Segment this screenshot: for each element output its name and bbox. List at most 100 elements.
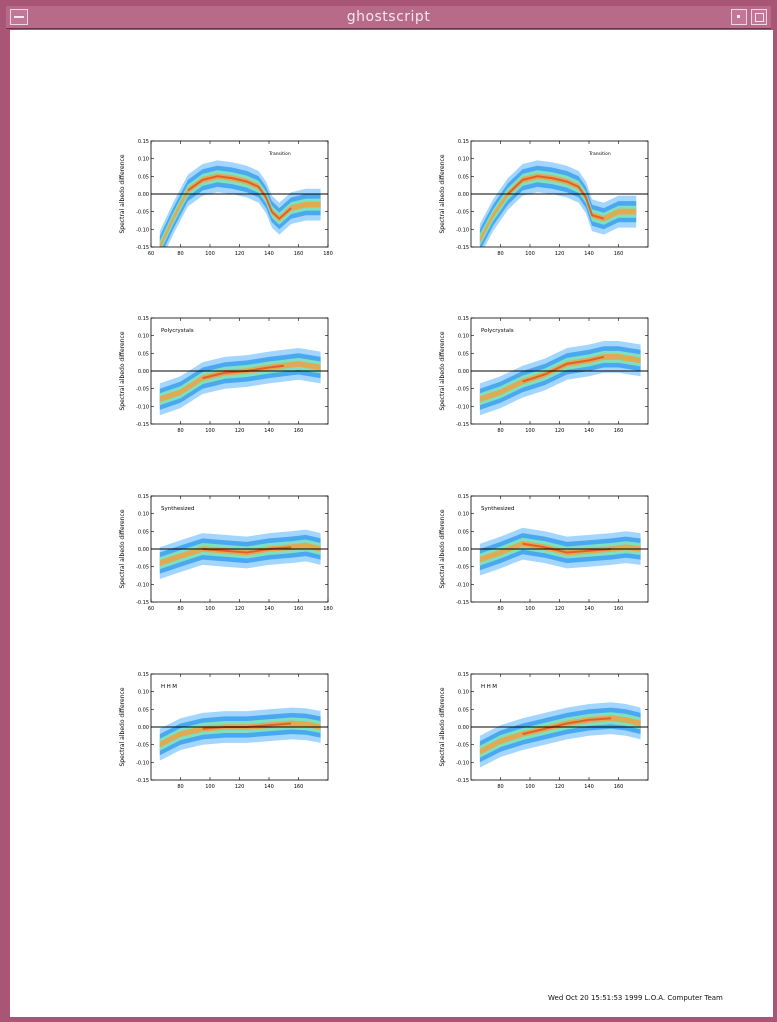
x-tick-label: 160: [614, 606, 624, 612]
document-page: 0.15 0.10 0.05 0.00 -0.05 -0.10 -0.15 60 80 100 12…: [10, 30, 773, 1017]
x-tick-label: 80: [177, 251, 183, 257]
x-tick-label: 120: [235, 251, 245, 257]
document-viewport[interactable]: 0.15 0.10 0.05 0.00 -0.05 -0.10 -0.15 60 80 100 12…: [10, 30, 773, 1017]
y-tick-label: -0.05: [456, 743, 469, 749]
y-tick-label: -0.15: [456, 600, 469, 606]
density-ridge: [187, 175, 292, 221]
x-tick-label: 80: [497, 251, 503, 257]
y-tick-label: 0.00: [458, 547, 469, 553]
window-menu-button[interactable]: [10, 9, 28, 25]
x-tick-label: 80: [497, 784, 503, 790]
y-tick-label: -0.10: [136, 227, 149, 233]
x-tick-label: 160: [294, 428, 304, 434]
density-layer: [479, 341, 641, 416]
density-ridge: [522, 542, 612, 554]
x-tick-label: 120: [555, 606, 565, 612]
density-layer: [479, 160, 637, 247]
minimize-button[interactable]: [731, 9, 747, 25]
density-layer: [159, 529, 321, 579]
x-tick-label: 180: [323, 606, 333, 612]
panel-annotation: Transition: [268, 151, 291, 157]
y-tick-label: -0.15: [136, 600, 149, 606]
y-tick-label: 0.10: [458, 157, 469, 163]
density-ridge: [202, 546, 292, 554]
y-tick-label: 0.15: [458, 494, 469, 500]
x-tick-label: 140: [264, 428, 274, 434]
y-tick-label: -0.10: [456, 227, 469, 233]
y-tick-label: 0.10: [138, 512, 149, 518]
x-tick-label: 140: [264, 251, 274, 257]
y-tick-label: 0.05: [138, 174, 149, 180]
density-layer: [159, 160, 321, 247]
panel-annotation: Synthesized: [161, 506, 194, 512]
y-tick-label: -0.05: [136, 565, 149, 571]
panel-annotation: HHM: [161, 684, 179, 690]
x-tick-label: 120: [555, 784, 565, 790]
y-tick-label: -0.15: [456, 245, 469, 251]
x-tick-label: 160: [294, 251, 304, 257]
y-axis-label: Spectral albedo difference: [119, 687, 126, 766]
x-tick-label: 140: [584, 251, 594, 257]
y-tick-label: 0.10: [138, 690, 149, 696]
density-band-core: [159, 357, 321, 406]
density-layer: [159, 348, 321, 416]
y-axis-label: Spectral albedo difference: [119, 509, 126, 588]
panel-annotation: Polycrystals: [481, 328, 514, 334]
y-axis-label: Spectral albedo difference: [119, 154, 126, 233]
y-tick-label: -0.10: [136, 760, 149, 766]
maximize-button[interactable]: [751, 9, 767, 25]
chart-panel-row3-right: 0.15 0.10 0.05 0.00 -0.05 -0.10 -0.15 80 100 120 1…: [439, 494, 649, 612]
x-tick-label: 140: [584, 606, 594, 612]
y-tick-label: -0.10: [456, 404, 469, 410]
y-tick-label: -0.10: [136, 404, 149, 410]
y-tick-label: -0.05: [456, 210, 469, 216]
y-tick-label: 0.15: [458, 316, 469, 322]
x-tick-label: 100: [205, 784, 215, 790]
x-tick-label: 60: [148, 606, 154, 612]
x-tick-label: 160: [614, 251, 624, 257]
x-tick-label: 140: [584, 428, 594, 434]
x-tick-label: 140: [264, 606, 274, 612]
x-tick-label: 100: [525, 784, 535, 790]
x-tick-label: 160: [614, 428, 624, 434]
window-titlebar[interactable]: ghostscript: [6, 6, 771, 29]
density-ridge: [522, 355, 605, 383]
menu-bar-icon: [14, 16, 24, 18]
y-tick-label: 0.05: [458, 351, 469, 357]
y-tick-label: 0.15: [138, 494, 149, 500]
y-tick-label: -0.15: [456, 422, 469, 428]
x-tick-label: 120: [235, 428, 245, 434]
y-tick-label: 0.05: [138, 351, 149, 357]
x-tick-label: 100: [205, 428, 215, 434]
y-axis-label: Spectral albedo difference: [439, 509, 446, 588]
y-tick-label: 0.00: [138, 547, 149, 553]
x-tick-label: 120: [555, 428, 565, 434]
y-axis-label: Spectral albedo difference: [439, 687, 446, 766]
density-layer: [479, 527, 641, 576]
y-tick-label: 0.00: [458, 192, 469, 198]
y-tick-label: -0.05: [456, 565, 469, 571]
x-tick-label: 100: [525, 251, 535, 257]
chart-panel-row2-left: 0.15 0.10 0.05 0.00 -0.05 -0.10 -0.15 80 100 120 1…: [119, 316, 329, 434]
x-tick-label: 100: [205, 251, 215, 257]
x-tick-label: 60: [148, 251, 154, 257]
y-tick-label: 0.15: [138, 139, 149, 145]
panel-annotation: Synthesized: [481, 506, 514, 512]
x-tick-label: 120: [235, 784, 245, 790]
y-tick-label: -0.05: [136, 387, 149, 393]
chart-panel-row1-right: 0.15 0.10 0.05 0.00 -0.05 -0.10 -0.15 80 100 120 1…: [439, 139, 649, 257]
x-tick-label: 100: [525, 428, 535, 434]
density-ridge: [522, 717, 612, 736]
density-layer: [479, 702, 641, 768]
x-tick-label: 180: [323, 251, 333, 257]
y-tick-label: 0.05: [458, 174, 469, 180]
y-tick-label: -0.05: [456, 387, 469, 393]
y-tick-label: 0.00: [138, 192, 149, 198]
panel-annotation: Polycrystals: [161, 328, 194, 334]
density-ridge: [507, 175, 605, 220]
y-tick-label: 0.00: [458, 369, 469, 375]
x-tick-label: 80: [177, 428, 183, 434]
chart-panel-row4-left: 0.15 0.10 0.05 0.00 -0.05 -0.10 -0.15 80 100 120 1…: [119, 672, 329, 790]
x-tick-label: 80: [497, 606, 503, 612]
